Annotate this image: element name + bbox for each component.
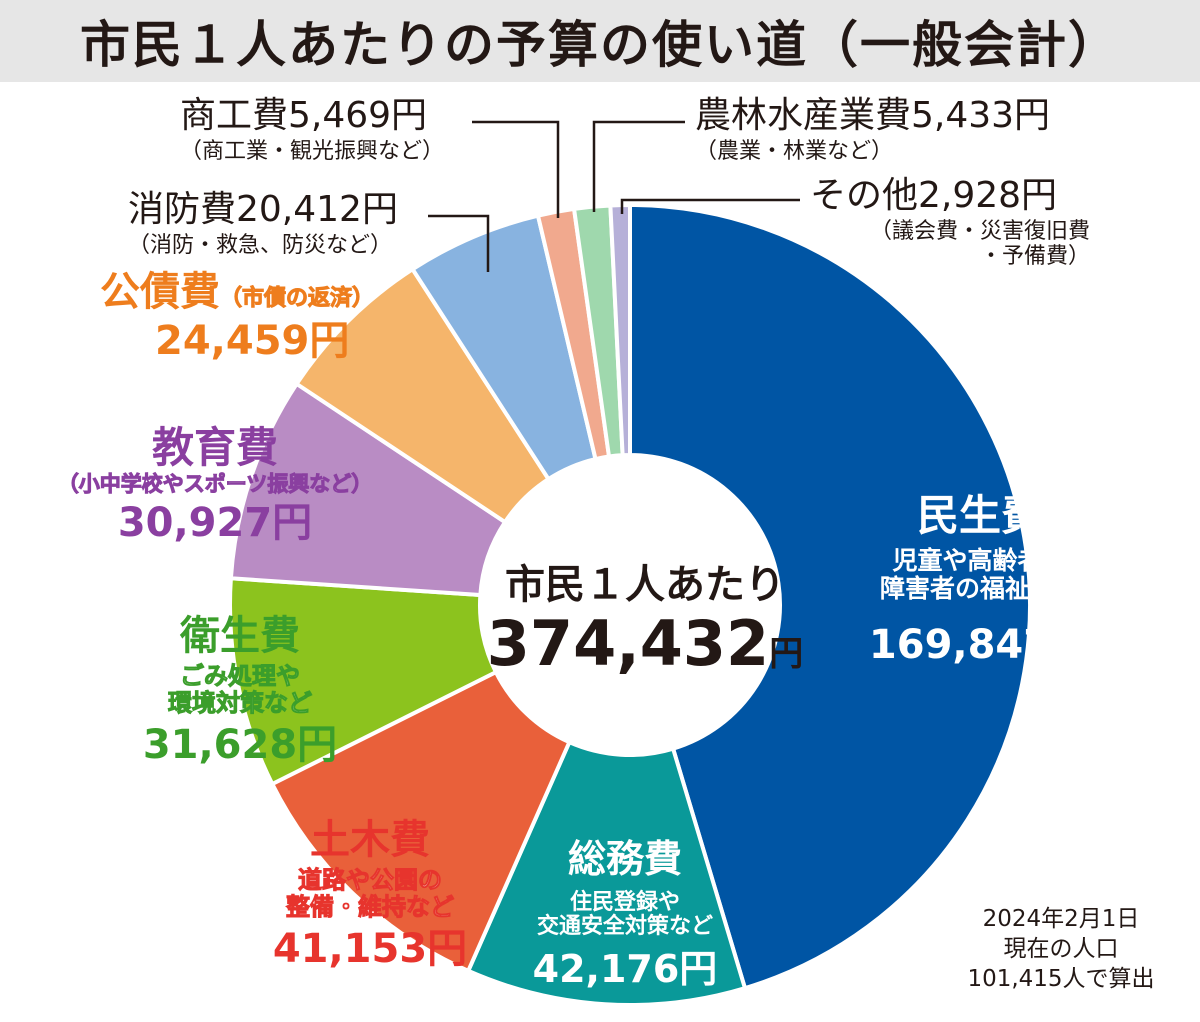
chart-title: 市民１人あたりの予算の使い道（一般会計） bbox=[80, 16, 1120, 74]
label-kosai-name-line: 公債費（市債の返済） bbox=[100, 270, 430, 315]
leader-line-norin bbox=[592, 120, 685, 212]
footnote-line-2: 現在の人口 bbox=[1003, 935, 1119, 962]
center-value-line: 374,432円 bbox=[487, 609, 803, 677]
label-kosai: 公債費（市債の返済） 24,459円 bbox=[100, 270, 430, 364]
label-sonota: その他2,928円 （議会費・災害復旧費 ・予備費） bbox=[810, 175, 1090, 270]
label-somu-desc2: 交通安全対策など bbox=[536, 914, 713, 940]
label-eisei-desc2: 環境対策など bbox=[168, 688, 313, 717]
label-kosai-name: 公債費 bbox=[100, 269, 220, 315]
label-minsei-value: 169,847円 bbox=[868, 622, 1092, 669]
label-minsei: 民生費 児童や高齢者、 障害者の福祉など 169,847円 bbox=[815, 492, 1145, 668]
leader-line-sonota bbox=[620, 198, 800, 214]
donut-chart bbox=[228, 120, 1032, 1007]
label-minsei-desc2: 障害者の福祉など bbox=[879, 574, 1080, 604]
donut-slices bbox=[228, 202, 1032, 1007]
footnote-line-1: 2024年2月1日 bbox=[982, 906, 1140, 932]
label-doboku: 土木費 道路や公園の 整備・維持など 41,153円 bbox=[250, 818, 490, 971]
label-eisei-name: 衛生費 bbox=[180, 613, 300, 659]
label-sonota-name-value: その他2,928円 bbox=[810, 175, 1058, 216]
label-shobo: 消防費20,412円 （消防・救急、防災など） bbox=[128, 189, 428, 259]
label-kyoiku-name: 教育費 bbox=[151, 423, 278, 472]
label-eisei: 衛生費 ごみ処理や 環境対策など 31,628円 bbox=[120, 614, 360, 767]
leader-line-shoko bbox=[472, 120, 560, 218]
label-kosai-desc: （市債の返済） bbox=[219, 286, 375, 312]
leader-line-shobo bbox=[428, 214, 490, 272]
label-shobo-name-value: 消防費20,412円 bbox=[128, 189, 398, 230]
label-sonota-desc1: （議会費・災害復旧費 bbox=[869, 219, 1090, 245]
label-sonota-desc2: ・予備費） bbox=[979, 243, 1090, 269]
label-kyoiku-desc: （小中学校やスポーツ振興など） bbox=[57, 472, 373, 497]
center-unit: 円 bbox=[769, 634, 804, 674]
label-norin-desc: （農業・林業など） bbox=[695, 139, 894, 165]
footnote-line-3: 101,415人で算出 bbox=[967, 965, 1155, 992]
label-somu: 総務費 住民登録や 交通安全対策など 42,176円 bbox=[500, 838, 750, 990]
title-bar: 市民１人あたりの予算の使い道（一般会計） bbox=[0, 0, 1200, 82]
label-shobo-desc: （消防・救急、防災など） bbox=[128, 233, 393, 259]
label-norin: 農林水産業費5,433円 （農業・林業など） bbox=[695, 95, 1085, 165]
label-somu-value: 42,176円 bbox=[532, 946, 718, 991]
label-eisei-value: 31,628円 bbox=[142, 721, 338, 768]
donut-hole bbox=[480, 455, 780, 755]
center-value: 374,432 bbox=[486, 607, 770, 680]
label-shoko: 商工費5,469円 （商工業・観光振興など） bbox=[180, 95, 480, 165]
label-norin-name-value: 農林水産業費5,433円 bbox=[695, 95, 1051, 136]
label-shoko-name-value: 商工費5,469円 bbox=[180, 95, 428, 136]
label-kyoiku: 教育費 （小中学校やスポーツ振興など） 30,927円 bbox=[10, 424, 420, 545]
label-somu-desc1: 住民登録や bbox=[569, 889, 680, 915]
label-somu-name: 総務費 bbox=[567, 837, 682, 881]
label-doboku-desc2: 整備・維持など bbox=[286, 892, 455, 921]
label-doboku-value: 41,153円 bbox=[272, 925, 468, 972]
center-total: 市民１人あたり 374,432円 bbox=[480, 552, 810, 678]
label-minsei-name: 民生費 bbox=[916, 491, 1043, 540]
label-kyoiku-value: 30,927円 bbox=[117, 499, 313, 546]
leader-lines bbox=[428, 120, 800, 272]
label-kosai-value: 24,459円 bbox=[155, 317, 350, 364]
label-doboku-name: 土木費 bbox=[310, 817, 430, 863]
label-doboku-desc1: 道路や公園の bbox=[298, 865, 443, 894]
center-caption: 市民１人あたり bbox=[505, 562, 785, 608]
footnote: 2024年2月1日 現在の人口 101,415人で算出 bbox=[930, 905, 1192, 995]
label-minsei-desc1: 児童や高齢者、 bbox=[892, 546, 1068, 576]
label-shoko-desc: （商工業・観光振興など） bbox=[180, 139, 445, 165]
label-eisei-desc1: ごみ処理や bbox=[180, 661, 301, 690]
